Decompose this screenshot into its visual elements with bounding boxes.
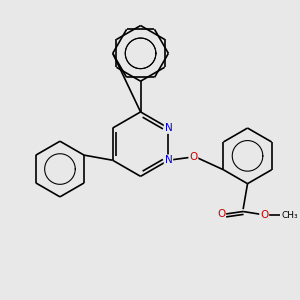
Text: N: N bbox=[165, 155, 172, 165]
Text: N: N bbox=[165, 123, 172, 133]
Text: CH₃: CH₃ bbox=[282, 211, 298, 220]
Text: O: O bbox=[260, 210, 268, 220]
Text: O: O bbox=[217, 209, 225, 219]
Text: O: O bbox=[189, 152, 197, 162]
